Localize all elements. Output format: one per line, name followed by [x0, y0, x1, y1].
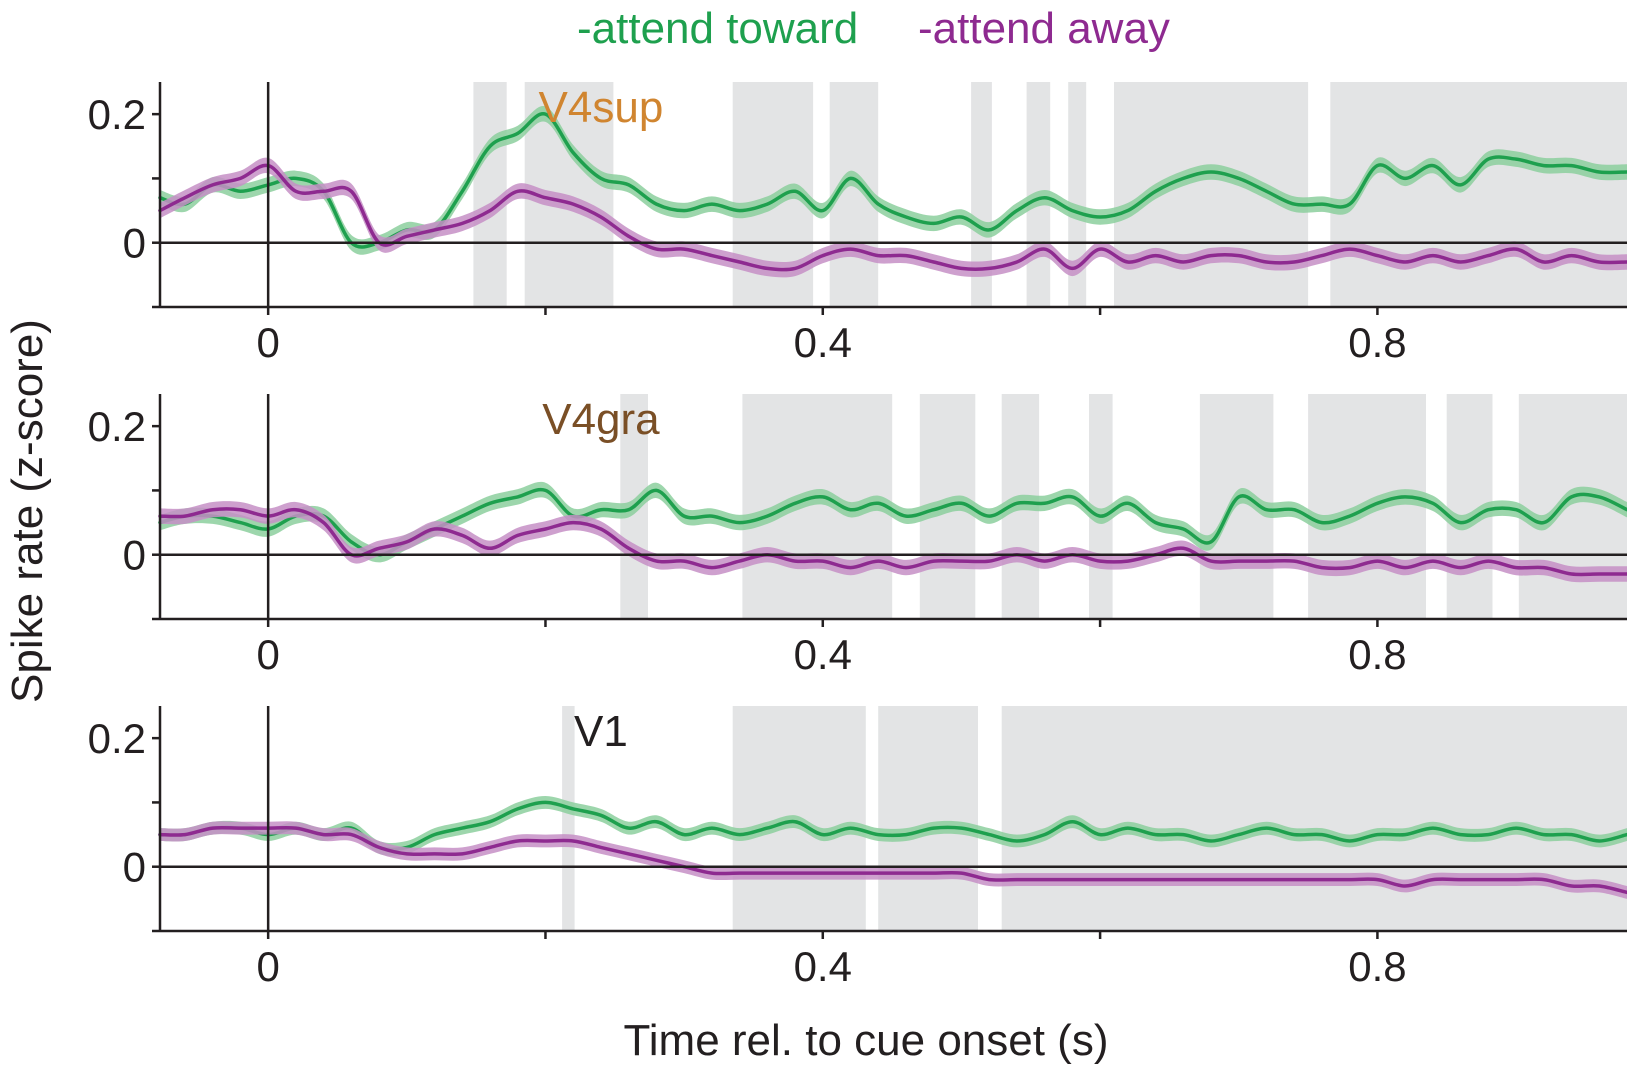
- panel-title-v4gra: V4gra: [542, 395, 660, 444]
- y-tick-label: 0: [123, 532, 146, 579]
- x-axis-label: Time rel. to cue onset (s): [624, 1016, 1109, 1065]
- significance-shade: [1068, 82, 1087, 307]
- y-tick-label: 0.2: [88, 91, 146, 138]
- legend: -attend toward -attend away: [577, 4, 1170, 53]
- significance-shade: [1330, 82, 1627, 307]
- x-tick-label: 0.8: [1348, 319, 1406, 366]
- attend-away-line: [158, 507, 1627, 577]
- attend-away-sem-band: [160, 157, 1627, 278]
- x-tick-label: 0.4: [794, 943, 852, 990]
- legend-attend-toward: -attend toward: [577, 4, 858, 53]
- attend-toward-sem-band: [160, 481, 1627, 563]
- x-tick-label: 0.8: [1348, 943, 1406, 990]
- attend-away-line: [158, 163, 1627, 272]
- panel-v1: 0 0.2 0 0.4 0.8 V1: [88, 706, 1627, 990]
- x-tick-label: 0.4: [794, 631, 852, 678]
- attend-away-line: [158, 825, 1627, 895]
- significance-shade: [878, 706, 978, 931]
- attend-toward-sem-band: [160, 796, 1627, 856]
- significance-shade: [562, 706, 575, 931]
- legend-attend-away: -attend away: [918, 4, 1170, 53]
- significance-shade: [971, 82, 992, 307]
- significance-shade: [1001, 706, 1627, 931]
- panel-v4gra: 0 0.2 0 0.4 0.8 V4gra: [88, 394, 1627, 678]
- y-tick-label: 0.2: [88, 715, 146, 762]
- y-tick-label: 0: [123, 844, 146, 891]
- x-tick-label: 0: [256, 631, 279, 678]
- x-tick-label: 0.4: [794, 319, 852, 366]
- y-tick-label: 0: [123, 220, 146, 267]
- x-tick-label: 0.8: [1348, 631, 1406, 678]
- panel-v4sup: 0 0.2 0 0.4 0.8 V4sup: [88, 82, 1627, 366]
- x-tick-label: 0: [256, 319, 279, 366]
- y-axis-label: Spike rate (z-score): [3, 319, 52, 703]
- chart-panels: 0 0.2 0 0.4 0.8 V4sup 0 0.2 0 0.4 0.8 V4gra 0 0.2 0 0.4…: [88, 82, 1627, 990]
- x-tick-label: 0: [256, 943, 279, 990]
- y-tick-label: 0.2: [88, 403, 146, 450]
- panel-title-v4sup: V4sup: [539, 83, 664, 132]
- panel-title-v1: V1: [574, 707, 628, 756]
